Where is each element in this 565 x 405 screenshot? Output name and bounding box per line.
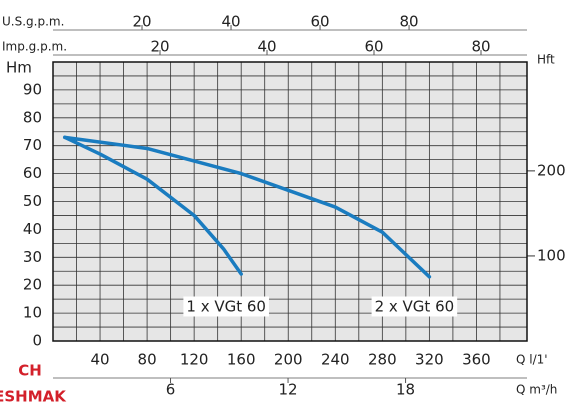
x-tick-label: 120 — [180, 351, 209, 369]
x-tick-label: 60 — [310, 13, 329, 31]
y-tick-label: 0 — [32, 332, 42, 350]
series-label: 2 x VGt 60 — [375, 298, 455, 316]
x-tick-label: 80 — [138, 351, 157, 369]
y-tick-label: 70 — [23, 136, 42, 154]
plot-border — [52, 61, 528, 342]
x-tick-label: 240 — [321, 351, 350, 369]
x-axis-label: Imp.g.p.m. — [2, 40, 67, 54]
x-axis-label: Q m³/h — [516, 383, 557, 397]
x-tick-label: 18 — [396, 381, 415, 399]
y-tick-label: 20 — [23, 276, 42, 294]
y-tick-label: 80 — [23, 108, 42, 126]
curve — [63, 135, 432, 279]
x-tick-label: 40 — [257, 38, 276, 56]
x-tick-label: 20 — [150, 38, 169, 56]
x-tick-label: 12 — [278, 381, 297, 399]
y2-axis-label: Hft — [537, 53, 555, 67]
label-bg — [183, 296, 269, 317]
y-tick-label: 30 — [23, 248, 42, 266]
y-tick-label: 10 — [23, 304, 42, 322]
x-tick-label: 80 — [400, 13, 419, 31]
x-tick-label: 360 — [462, 351, 491, 369]
y2-tick-label: 200 — [537, 161, 565, 179]
x-axis-label: Q l/1' — [516, 353, 548, 367]
logo: CH — [18, 362, 42, 380]
y-tick-label: 90 — [23, 80, 42, 98]
x-tick-label: 280 — [368, 351, 397, 369]
curve — [63, 135, 243, 276]
x-tick-label: 6 — [166, 381, 176, 399]
y-tick-label: 50 — [23, 192, 42, 210]
series-label: 1 x VGt 60 — [186, 298, 266, 316]
x-tick-label: 60 — [364, 38, 383, 56]
y-tick-label: 40 — [23, 220, 42, 238]
logo-sub: ESHMAK — [0, 388, 67, 405]
x-tick-label: 40 — [91, 351, 110, 369]
x-axis-label: U.S.g.p.m. — [2, 15, 64, 29]
y-axis-label: Hm — [6, 59, 32, 77]
x-tick-label: 80 — [471, 38, 490, 56]
x-tick-label: 200 — [274, 351, 303, 369]
y2-tick-label: 100 — [537, 246, 565, 264]
x-tick-label: 20 — [132, 13, 151, 31]
label-bg — [371, 296, 458, 317]
x-tick-label: 160 — [227, 351, 256, 369]
x-tick-label: 320 — [415, 351, 444, 369]
x-tick-label: 40 — [221, 13, 240, 31]
y-tick-label: 60 — [23, 164, 42, 182]
